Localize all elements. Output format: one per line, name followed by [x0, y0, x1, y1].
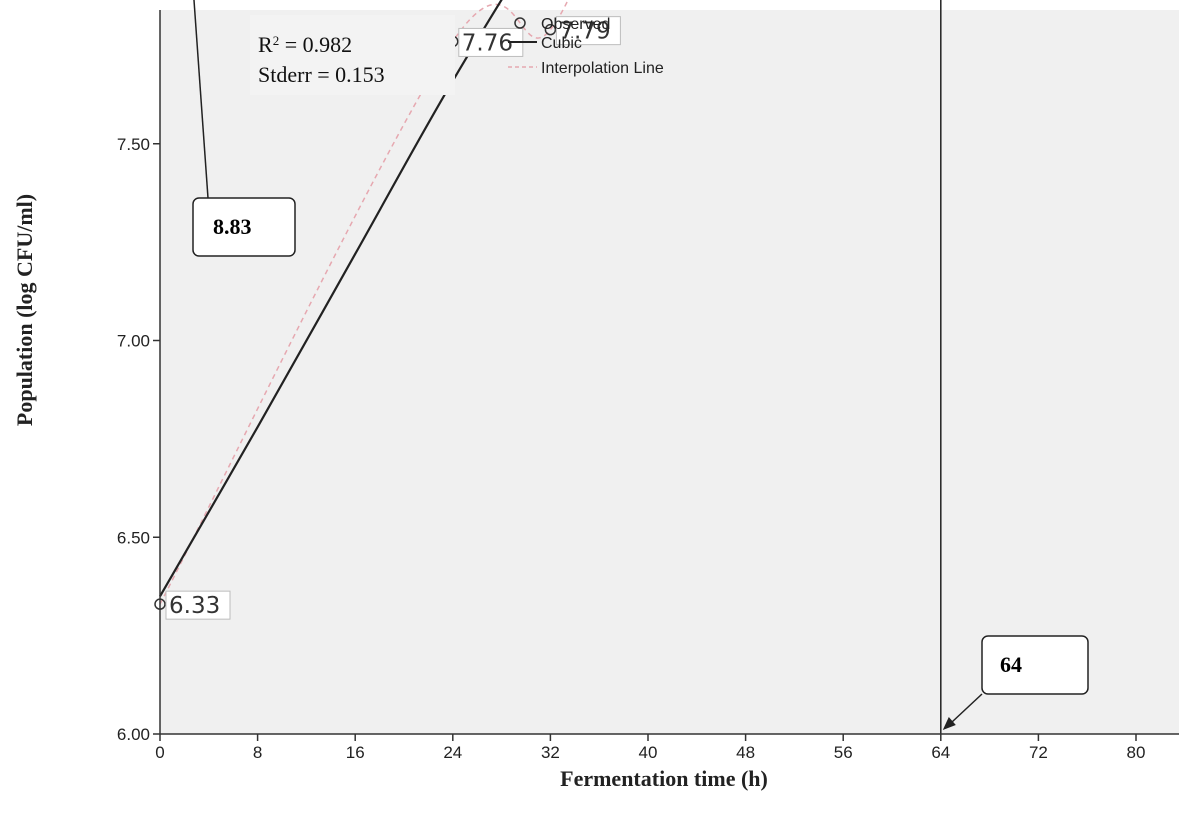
callout-box-peak-time — [981, 635, 1089, 695]
x-tick-label: 80 — [1127, 743, 1146, 762]
interpolation-line — [159, 0, 569, 605]
callout-label-peak-value: 8.83 — [213, 214, 252, 239]
y-axis-title: Population (log CFU/ml) — [12, 194, 37, 426]
x-tick-label: 32 — [541, 743, 560, 762]
x-tick-label: 64 — [931, 743, 950, 762]
stderr-text: Stderr = 0.153 — [258, 62, 385, 87]
x-tick-label: 0 — [155, 743, 164, 762]
y-tick-label: 6.00 — [117, 725, 150, 744]
stats-box: R2 = 0.982 Stderr = 0.153 — [250, 15, 455, 95]
x-axis-title: Fermentation time (h) — [560, 766, 768, 791]
cubic-curve — [159, 0, 503, 597]
data-labels: 6.337.767.798.388.788.808.838.76 — [165, 16, 621, 620]
callouts: 8.83 64 — [192, 0, 1089, 730]
callout-box-peak-value — [192, 197, 296, 257]
x-tick-label: 40 — [639, 743, 658, 762]
observed-point — [544, 23, 557, 36]
x-ticks: 0 8 16 24 32 40 48 56 64 72 80 — [155, 734, 1145, 762]
callout-label-peak-time: 64 — [1000, 652, 1022, 677]
legend-observed-marker — [514, 17, 526, 29]
data-label: 6.33 — [169, 593, 220, 619]
reference-lines — [940, 0, 942, 734]
plot-area — [160, 10, 1179, 734]
legend: Observed Cubic Interpolation Line — [508, 16, 664, 77]
r2-text: R2 = 0.982 — [258, 32, 352, 57]
data-label-box — [555, 16, 621, 46]
y-tick-label: 7.00 — [117, 332, 150, 351]
y-ticks: 6.006.507.007.508.008.509.009.50 — [117, 135, 160, 744]
curves — [159, 0, 569, 605]
callout-arrow-line-peak-value — [193, 0, 209, 199]
callout-arrow-line-peak-time — [948, 693, 983, 726]
data-label-box — [165, 590, 231, 620]
legend-cubic-label: Cubic — [541, 35, 582, 52]
callout-arrowhead-peak-time — [942, 717, 956, 730]
x-tick-label: 8 — [253, 743, 262, 762]
x-tick-label: 24 — [443, 743, 462, 762]
x-tick-label: 48 — [736, 743, 755, 762]
x-tick-label: 56 — [834, 743, 853, 762]
y-tick-label: 6.50 — [117, 528, 150, 547]
legend-observed-label: Observed — [541, 16, 610, 33]
legend-interpolation-label: Interpolation Line — [541, 60, 664, 77]
data-label: 7.79 — [559, 19, 610, 45]
x-tick-label: 16 — [346, 743, 365, 762]
x-tick-label: 72 — [1029, 743, 1048, 762]
data-label: 7.76 — [462, 30, 513, 56]
y-tick-label: 7.50 — [117, 135, 150, 154]
